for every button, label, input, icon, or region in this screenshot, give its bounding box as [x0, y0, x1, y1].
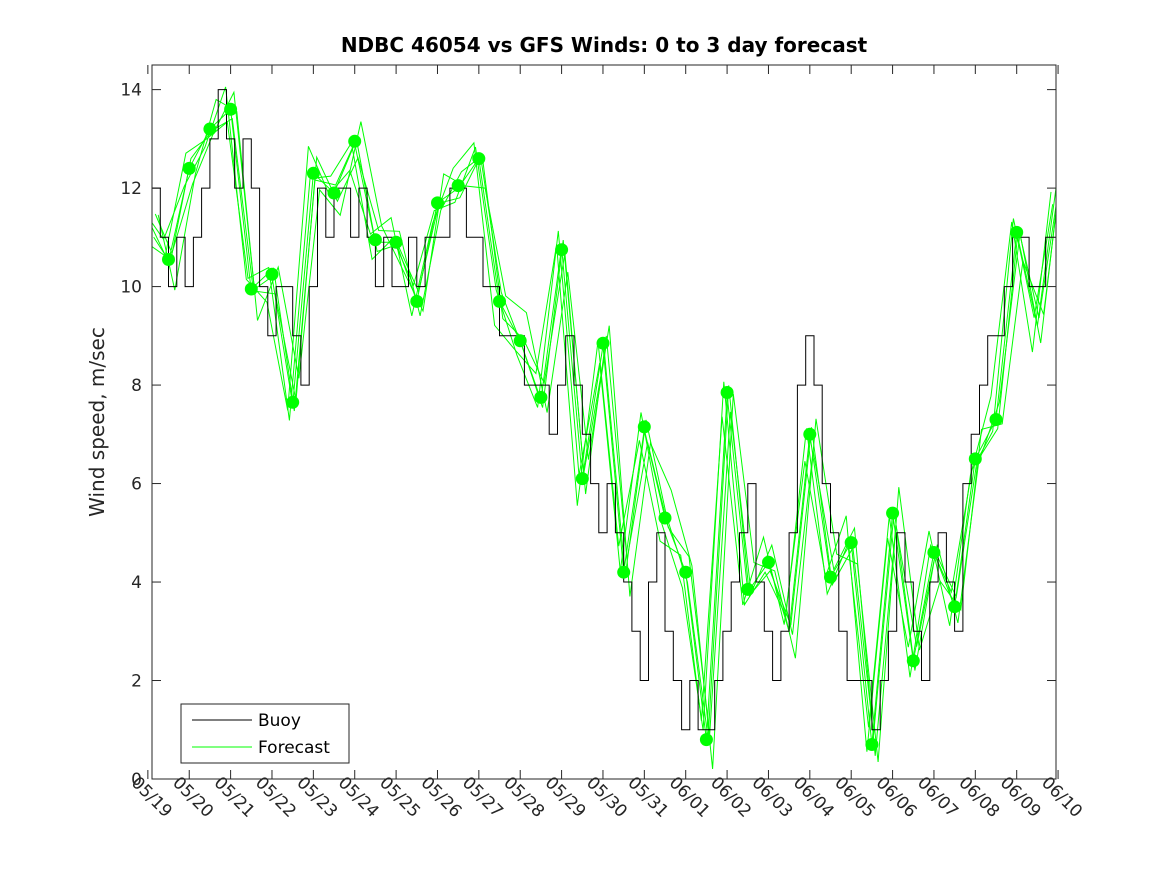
forecast-marker	[306, 166, 320, 180]
forecast-marker	[265, 267, 279, 281]
forecast-marker	[699, 733, 713, 747]
y-tick-label: 0	[131, 770, 142, 790]
buoy-line	[152, 89, 1056, 731]
y-tick-labels: 0 2 4 6 8 10 12 14	[120, 81, 142, 790]
forecast-marker	[348, 134, 362, 148]
forecast-marker	[927, 546, 941, 559]
forecast-line	[153, 117, 1056, 739]
forecast-marker	[637, 420, 651, 434]
forecast-marker	[575, 472, 589, 486]
forecast-marker	[844, 536, 858, 550]
forecast-marker	[286, 395, 300, 409]
forecast-marker	[948, 600, 962, 614]
forecast-marker	[679, 565, 693, 579]
forecast-marker	[968, 452, 982, 466]
y-tick-label: 6	[131, 475, 142, 495]
forecast-marker	[886, 506, 900, 520]
legend: Buoy Forecast	[180, 703, 350, 764]
forecast-marker	[658, 511, 672, 525]
y-tick-label: 14	[120, 81, 142, 101]
forecast-marker	[451, 179, 465, 193]
forecast-marker	[368, 233, 382, 247]
legend-forecast-label: Forecast	[258, 738, 330, 758]
forecast-marker	[596, 336, 610, 350]
forecast-marker	[224, 102, 238, 116]
plot-area	[152, 65, 1056, 779]
forecast-marker	[493, 294, 506, 308]
legend-box	[180, 703, 350, 764]
forecast-marker	[865, 738, 879, 751]
forecast-marker	[162, 253, 175, 266]
forecast-marker	[472, 152, 486, 166]
axes-box	[151, 64, 1057, 780]
y-tick-label: 12	[120, 179, 142, 199]
y-tick-label: 8	[131, 376, 142, 396]
forecast-marker	[327, 186, 341, 200]
tick-marks	[147, 65, 1059, 780]
forecast-marker	[824, 570, 837, 584]
forecast-marker	[1010, 225, 1024, 239]
forecast-line	[157, 98, 1056, 770]
forecast-marker	[203, 122, 217, 136]
forecast-markers	[162, 102, 1024, 751]
forecast-marker	[534, 390, 548, 404]
forecast-marker	[803, 427, 817, 441]
chart-title: NDBC 46054 vs GFS Winds: 0 to 3 day fore…	[341, 33, 868, 57]
forecast-marker	[244, 282, 258, 296]
forecast-marker	[720, 386, 734, 399]
forecast-marker	[762, 555, 775, 569]
forecast-marker	[182, 161, 196, 175]
forecast-marker	[513, 334, 527, 348]
y-tick-label: 10	[120, 278, 142, 298]
forecast-marker	[555, 243, 569, 257]
y-tick-label: 4	[131, 573, 142, 593]
forecast-marker	[410, 294, 424, 308]
forecast-marker	[741, 582, 755, 596]
y-tick-label: 2	[131, 672, 142, 692]
forecast-marker	[617, 565, 631, 579]
forecast-marker	[389, 235, 403, 249]
legend-buoy-label: Buoy	[258, 711, 301, 731]
forecast-marker	[906, 654, 920, 668]
forecast-marker	[431, 196, 444, 210]
forecast-marker	[989, 413, 1003, 426]
y-axis-label: Wind speed, m/sec	[85, 327, 109, 517]
